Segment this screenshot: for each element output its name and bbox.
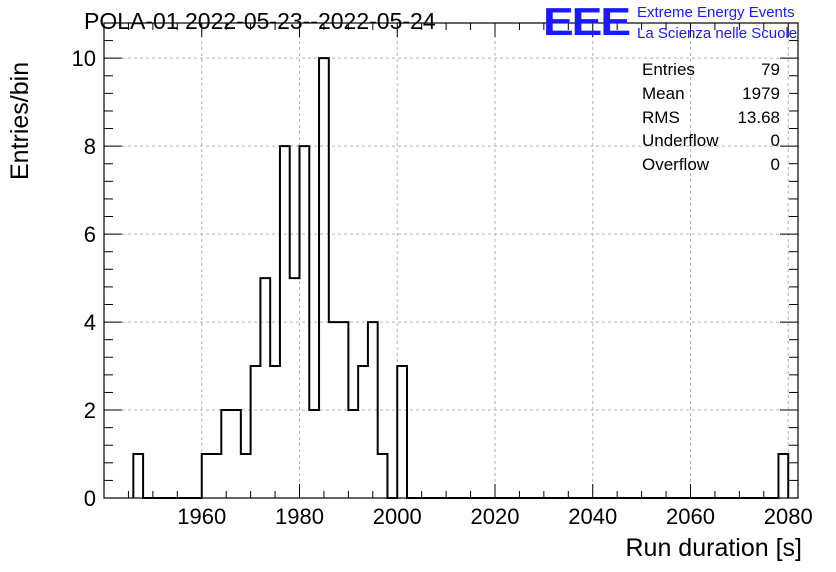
histogram-bin (260, 278, 270, 498)
histogram-outline (132, 57, 790, 499)
stats-value: 79 (761, 60, 780, 79)
stats-label: Overflow (642, 155, 710, 175)
stats-box: Entries 79 Mean 1979 RMS 13.68 Underflow… (642, 60, 780, 179)
x-tick-label: 2040 (568, 504, 617, 529)
histogram-bin (778, 454, 788, 498)
stats-label: RMS (642, 107, 680, 127)
histogram-bin (348, 410, 358, 498)
histogram-bin (212, 454, 222, 498)
histogram-bin (270, 366, 280, 498)
histogram-bin (378, 454, 388, 498)
histogram-bin (397, 366, 407, 498)
histogram-bin (319, 58, 329, 498)
stats-row-mean: Mean 1979 (642, 84, 780, 108)
x-tick-label: 1960 (177, 504, 226, 529)
y-axis-label: Entries/bin (6, 61, 34, 180)
stats-value: 0 (770, 155, 780, 175)
histogram-bin (290, 278, 300, 498)
eee-logo: EEE (543, 0, 631, 44)
x-tick-label: 2080 (764, 504, 813, 529)
histogram-bin (133, 454, 143, 498)
stats-row-overflow: Overflow 0 (642, 155, 780, 179)
histogram-bin (241, 454, 251, 498)
histogram-bin (231, 410, 241, 498)
histogram-bin (202, 454, 212, 498)
stats-label: Entries (642, 60, 695, 79)
stats-row-rms: RMS 13.68 (642, 108, 780, 132)
x-tick-label: 2060 (666, 504, 715, 529)
histogram-bin (309, 410, 319, 498)
histogram-bin (358, 366, 368, 498)
y-tick-label: 2 (84, 398, 96, 423)
x-axis-label: Run duration [s] (625, 534, 803, 562)
histogram-bin (251, 366, 261, 498)
y-tick-label: 4 (84, 310, 96, 335)
y-tick-label: 8 (84, 134, 96, 159)
x-tick-label: 1980 (275, 504, 324, 529)
stats-label: Mean (642, 83, 685, 103)
histogram-bin (221, 410, 231, 498)
x-tick-label: 2000 (373, 504, 422, 529)
y-tick-label: 10 (72, 46, 96, 71)
chart-title: POLA-01 2022-05-23--2022-05-24 (84, 8, 436, 34)
x-tick-label: 2020 (471, 504, 520, 529)
logo-line-2: La Scienza nelle Scuole (637, 25, 798, 42)
stats-row-entries: Entries 79 (642, 60, 780, 84)
logo-line-1: Extreme Energy Events (637, 4, 795, 21)
y-tick-label: 6 (84, 222, 96, 247)
stats-label: Underflow (642, 131, 719, 151)
stats-value: 1979 (742, 83, 780, 103)
stats-row-underflow: Underflow 0 (642, 131, 780, 155)
y-tick-label: 0 (84, 486, 96, 511)
stats-value: 13.68 (737, 107, 780, 127)
stats-value: 0 (770, 131, 780, 151)
